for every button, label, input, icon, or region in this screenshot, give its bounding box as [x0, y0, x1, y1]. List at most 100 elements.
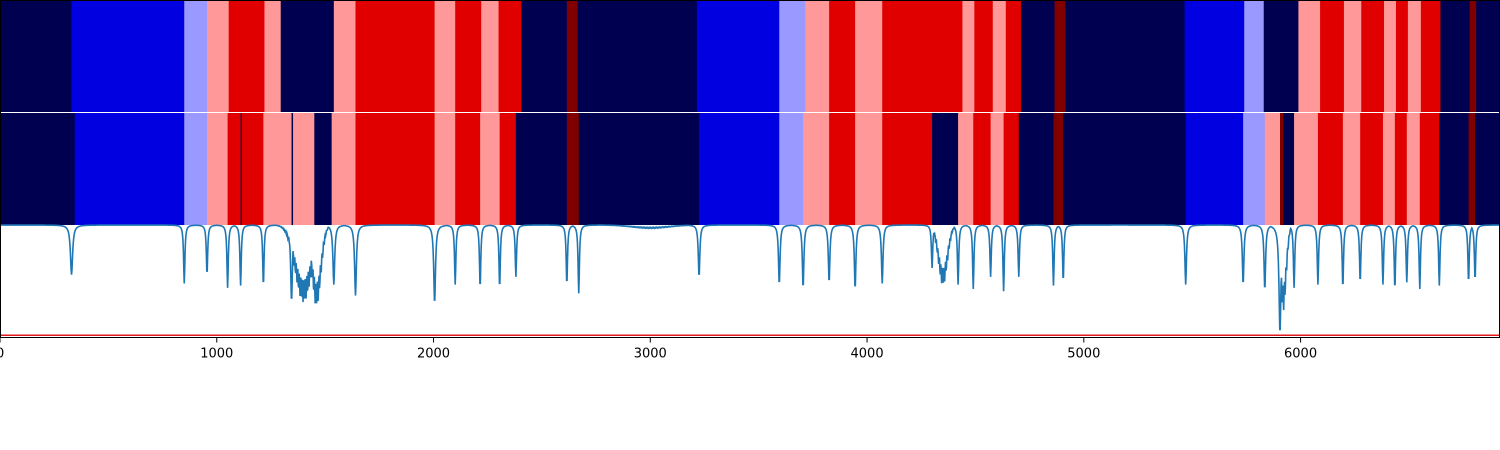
heatmap-segment: [1361, 0, 1385, 113]
heatmap-segment: [779, 0, 806, 113]
heatmap-segment: [207, 0, 230, 113]
heatmap-track-top: [0, 0, 1500, 113]
x-tick-label: 6000: [1284, 347, 1317, 362]
heatmap-segment: [1342, 112, 1361, 225]
heatmap-segment: [1244, 0, 1265, 113]
heatmap-segment: [992, 0, 1007, 113]
heatmap-segment: [566, 0, 579, 113]
heatmap-segment: [1360, 112, 1384, 225]
heatmap-segment: [1317, 112, 1344, 225]
heatmap-segment: [855, 0, 883, 113]
heatmap-segment: [1065, 0, 1186, 113]
heatmap-segment: [1018, 112, 1054, 225]
heatmap-segment: [515, 112, 568, 225]
heatmap-segment: [263, 112, 292, 225]
heatmap-segment: [1419, 112, 1440, 225]
x-tick-label: 2000: [417, 347, 450, 362]
x-tick-label: 3000: [634, 347, 667, 362]
heatmap-segment: [577, 0, 698, 113]
heatmap-track-bottom: [0, 112, 1500, 225]
heatmap-segment: [973, 112, 992, 225]
heatmap-segment: [1420, 0, 1441, 113]
x-tick-label: 4000: [851, 347, 884, 362]
heatmap-segment: [566, 112, 580, 225]
heatmap-segment: [264, 0, 282, 113]
heatmap-segment: [958, 112, 974, 225]
heatmap-segment: [1384, 0, 1397, 113]
heatmap-segment: [499, 112, 517, 225]
heatmap-segment: [1394, 112, 1408, 225]
heatmap-segment: [291, 112, 294, 225]
heatmap-segment: [699, 112, 780, 225]
heatmap-segment: [1054, 0, 1066, 113]
heatmap-segment: [696, 0, 780, 113]
heatmap-segment: [314, 112, 333, 225]
heatmap-segment: [1475, 112, 1500, 225]
heatmap-segment: [480, 112, 501, 225]
heatmap-segment: [1468, 112, 1476, 225]
heatmap-segment: [331, 112, 356, 225]
heatmap-segment: [241, 112, 264, 225]
x-tick-label: 0: [0, 347, 4, 362]
heatmap-segment: [184, 112, 208, 225]
heatmap-segment: [1279, 112, 1284, 225]
x-axis: 0 1000 2000 3000 4000 5000 6000: [0, 337, 1317, 362]
signal-series-line: [0, 224, 1500, 331]
heatmap-segment: [1283, 112, 1295, 225]
heatmap-segment: [333, 0, 356, 113]
heatmap-segment: [1469, 0, 1477, 113]
heatmap-segment: [1395, 0, 1409, 113]
heatmap-segment: [990, 112, 1005, 225]
heatmap-segment: [1476, 0, 1500, 113]
heatmap-segment: [521, 0, 568, 113]
heatmap-segment: [1053, 112, 1064, 225]
heatmap-segment: [1343, 0, 1362, 113]
heatmap-segment: [1063, 112, 1187, 225]
heatmap-segment: [228, 0, 265, 113]
heatmap-segment: [0, 112, 76, 225]
heatmap-segment: [578, 112, 700, 225]
heatmap-segment: [974, 0, 994, 113]
heatmap-segment: [1020, 0, 1055, 113]
heatmap-segment: [434, 0, 456, 113]
heatmap-segment: [1243, 112, 1266, 225]
x-tick-label: 5000: [1067, 347, 1100, 362]
heatmap-segment: [1382, 112, 1396, 225]
heatmap-segment: [293, 112, 315, 225]
heatmap-segment: [355, 112, 436, 225]
heatmap-segment: [1439, 112, 1469, 225]
signal-panel: [0, 224, 1500, 338]
heatmap-segment: [1298, 0, 1321, 113]
heatmap-segment: [207, 112, 228, 225]
heatmap-segment: [1294, 112, 1319, 225]
heatmap-segment: [805, 0, 830, 113]
heatmap-segment: [779, 112, 804, 225]
heatmap-segment: [184, 0, 208, 113]
heatmap-segment: [240, 112, 243, 225]
heatmap-segment: [882, 112, 933, 225]
heatmap-segment: [1407, 0, 1422, 113]
heatmap-segment: [932, 112, 959, 225]
heatmap-segment: [280, 0, 335, 113]
heatmap-segment: [455, 0, 482, 113]
heatmap-segment: [829, 0, 856, 113]
heatmap-segment: [829, 112, 856, 225]
heatmap-segment: [1003, 112, 1020, 225]
heatmap-segment: [1264, 112, 1281, 225]
heatmap-segment: [1320, 0, 1345, 113]
heatmap-segment: [434, 112, 456, 225]
heatmap-segment: [1005, 0, 1022, 113]
signal-panel-background: [0, 225, 1500, 338]
heatmap-segment: [481, 0, 499, 113]
heatmap-segment: [498, 0, 522, 113]
heatmap-segment: [1440, 0, 1471, 113]
x-tick-label: 1000: [200, 347, 233, 362]
heatmap-segment: [455, 112, 481, 225]
heatmap-segment: [0, 0, 72, 113]
heatmap-segment: [803, 112, 830, 225]
heatmap-segment: [882, 0, 963, 113]
heatmap-segment: [355, 0, 436, 113]
heatmap-segment: [962, 0, 975, 113]
heatmap-segment: [74, 112, 185, 225]
